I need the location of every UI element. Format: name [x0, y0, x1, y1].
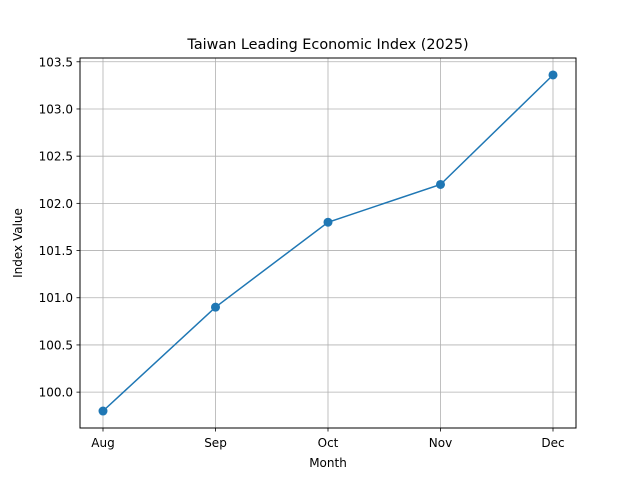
- x-tick-label: Sep: [204, 436, 227, 450]
- plot-frame: [79, 57, 577, 429]
- y-tick-label: 102.5: [39, 150, 73, 164]
- data-point: [211, 302, 220, 312]
- y-tick-label: 102.0: [39, 197, 73, 211]
- y-tick-label: 103.0: [39, 102, 73, 116]
- data-point: [436, 179, 445, 189]
- x-tick-label: Dec: [541, 436, 564, 450]
- y-tick-label: 101.5: [39, 244, 73, 258]
- y-tick-label: 101.0: [39, 291, 73, 305]
- data-point: [98, 406, 108, 416]
- y-axis-label: Index Value: [11, 208, 25, 278]
- y-tick-label: 103.5: [39, 55, 73, 69]
- x-axis-label: Month: [309, 456, 347, 470]
- data-point: [323, 217, 333, 227]
- x-tick-label: Nov: [429, 436, 452, 450]
- x-tick-label: Oct: [318, 436, 339, 450]
- chart-title: Taiwan Leading Economic Index (2025): [186, 37, 468, 53]
- x-tick-label: Aug: [91, 436, 114, 450]
- y-tick-label: 100.5: [39, 338, 73, 352]
- data-point: [548, 70, 558, 80]
- y-tick-label: 100.0: [39, 386, 73, 400]
